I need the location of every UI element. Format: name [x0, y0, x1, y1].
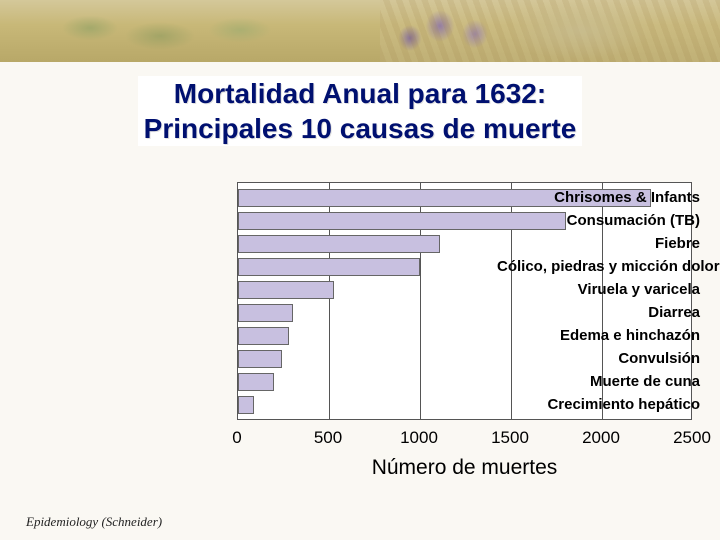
bar: [238, 258, 420, 276]
decorative-banner: [0, 0, 720, 62]
title-block: Mortalidad Anual para 1632: Principales …: [0, 76, 720, 146]
bar: [238, 304, 293, 322]
category-label: Consumación (TB): [497, 213, 700, 228]
category-label: Chrisomes & Infants: [497, 190, 700, 205]
x-tick-label: 1000: [400, 428, 438, 448]
bar: [238, 373, 274, 391]
footer-citation: Epidemiology (Schneider): [26, 514, 162, 530]
category-label: Muerte de cuna: [497, 374, 700, 389]
category-label: Cólico, piedras y micción dolorosa: [497, 259, 700, 274]
x-tick-label: 500: [314, 428, 342, 448]
x-axis-ticks: 05001000150020002500: [30, 428, 700, 452]
mortality-bar-chart: Chrisomes & Infants Consumación (TB) Fiebr…: [30, 182, 700, 482]
x-tick-label: 1500: [491, 428, 529, 448]
x-tick-label: 0: [232, 428, 241, 448]
x-tick-label: 2500: [673, 428, 711, 448]
bar: [238, 281, 334, 299]
category-label: Crecimiento hepático: [497, 397, 700, 412]
bar: [238, 327, 289, 345]
category-label: Edema e hinchazón: [497, 328, 700, 343]
x-axis-label: Número de muertes: [372, 456, 558, 480]
category-label: Fiebre: [497, 236, 700, 251]
title-line-1: Mortalidad Anual para 1632:: [174, 78, 546, 109]
category-label: Diarrea: [497, 305, 700, 320]
bar: [238, 235, 440, 253]
bar: [238, 350, 282, 368]
x-tick-label: 2000: [582, 428, 620, 448]
title-line-2: Principales 10 causas de muerte: [144, 113, 577, 144]
category-label: Viruela y varicela: [497, 282, 700, 297]
bar: [238, 396, 254, 414]
category-label: Convulsión: [497, 351, 700, 366]
